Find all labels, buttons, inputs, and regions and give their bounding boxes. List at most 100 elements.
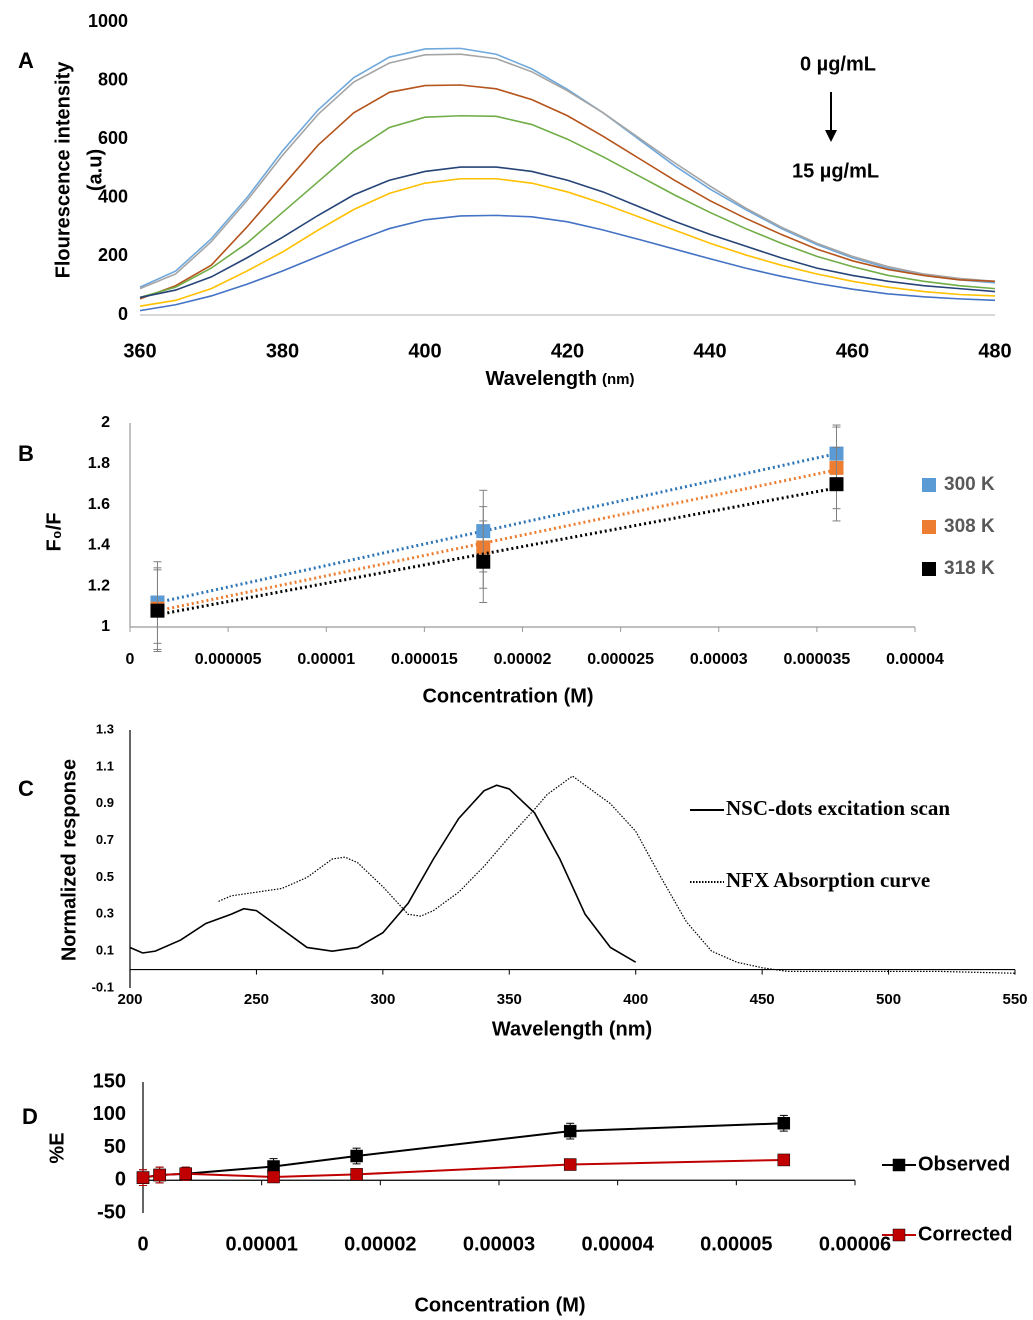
marker — [563, 1158, 577, 1171]
data-line — [139, 114, 996, 299]
legend-label: 300 K — [944, 474, 995, 495]
x-tick-label: 0.00003 — [690, 651, 748, 668]
data-line — [139, 53, 996, 290]
data-line — [218, 775, 1016, 974]
x-tick-label: 350 — [497, 991, 522, 1008]
x-tick-label: 0.00002 — [494, 651, 552, 668]
marker — [179, 1167, 192, 1180]
y-tick-label: 0.1 — [96, 943, 114, 958]
x-axis-label: Concentration (M) — [414, 1294, 585, 1316]
x-tick-label: 250 — [244, 991, 269, 1008]
x-tick-label: 200 — [117, 991, 142, 1008]
y-tick-label: 0 — [115, 1169, 126, 1191]
marker — [476, 554, 491, 569]
y-tick-label: 50 — [104, 1136, 126, 1158]
marker — [563, 1124, 577, 1138]
data-line — [139, 84, 996, 300]
marker — [136, 1171, 150, 1184]
x-tick-label: 0.00004 — [582, 1233, 655, 1255]
y-tick-label: 100 — [93, 1103, 126, 1125]
x-tick-label: 450 — [750, 991, 775, 1008]
x-tick-label: 500 — [876, 991, 901, 1008]
y-tick-label: 1 — [101, 618, 110, 635]
x-tick-label: 0.00001 — [297, 651, 355, 668]
y-tick-label: -50 — [97, 1201, 126, 1223]
y-axis-label: Flourescence intensity — [52, 61, 74, 279]
marker — [150, 603, 165, 618]
y-tick-label: 1.2 — [88, 577, 110, 594]
x-tick-label: 400 — [408, 340, 441, 362]
y-tick-label: 800 — [98, 69, 128, 89]
x-tick-label: 550 — [1002, 991, 1027, 1008]
x-axis-label-text: Wavelength — [486, 368, 598, 390]
y-tick-label: 0.7 — [96, 832, 114, 847]
trendline — [157, 486, 837, 617]
y-tick-label: 0 — [118, 304, 128, 324]
x-axis-label-unit: (nm) — [602, 371, 635, 388]
legend-label: NFX Absorption curve — [726, 868, 930, 892]
x-tick-label: 0.000015 — [391, 651, 458, 668]
legend-marker — [892, 1228, 906, 1242]
marker — [777, 1117, 791, 1130]
legend-label: Observed — [918, 1153, 1010, 1175]
data-line — [139, 214, 996, 312]
y-tick-label: 0.9 — [96, 795, 114, 810]
panel-label: B — [18, 441, 34, 466]
legend-marker — [892, 1158, 906, 1172]
y-tick-label: 1.1 — [96, 758, 114, 773]
legend-label: Corrected — [918, 1223, 1012, 1245]
x-axis-label: Concentration (M) — [422, 685, 593, 707]
data-line — [139, 166, 996, 299]
marker — [153, 1168, 166, 1182]
y-tick-label: 0.5 — [96, 869, 114, 884]
x-tick-label: 400 — [623, 991, 648, 1008]
panel-label: C — [18, 776, 34, 801]
x-tick-label: 0.00004 — [886, 651, 944, 668]
y-tick-label: 1.3 — [96, 721, 114, 736]
y-tick-label: 1000 — [88, 11, 128, 31]
legend-swatch — [922, 478, 936, 492]
x-tick-label: 0.00006 — [819, 1233, 891, 1255]
data-line — [139, 47, 996, 288]
x-axis-label: Wavelength (nm) — [492, 1018, 652, 1040]
x-tick-label: 440 — [693, 340, 726, 362]
legend-label: 308 K — [944, 516, 995, 537]
x-tick-label: 0.000005 — [195, 651, 262, 668]
y-axis-label: %E — [46, 1132, 68, 1163]
legend-swatch — [922, 562, 936, 576]
y-tick-label: 600 — [98, 128, 128, 148]
panel-label: D — [22, 1104, 38, 1129]
y-tick-label: 200 — [98, 245, 128, 265]
x-tick-label: 0.000035 — [784, 651, 851, 668]
legend-label: 318 K — [944, 558, 995, 579]
panel-label: A — [18, 48, 34, 73]
x-tick-label: 420 — [551, 340, 584, 362]
x-tick-label: 380 — [266, 340, 299, 362]
y-tick-label: 1.6 — [88, 496, 110, 513]
data-line — [129, 784, 637, 963]
y-tick-label: 1.8 — [88, 455, 110, 472]
marker — [350, 1168, 363, 1181]
x-tick-label: 0.00001 — [226, 1233, 298, 1255]
marker — [777, 1153, 791, 1167]
marker — [267, 1160, 280, 1173]
data-line — [139, 177, 996, 307]
x-axis-label: Wavelength (nm) — [486, 368, 635, 390]
trendline — [157, 468, 837, 613]
annotation: 0 µg/mL — [800, 53, 876, 75]
y-tick-label: 2 — [101, 414, 110, 431]
y-tick-label: 1.4 — [88, 537, 110, 554]
x-tick-label: 0 — [137, 1233, 148, 1255]
x-tick-label: 0.00005 — [700, 1233, 772, 1255]
marker — [829, 477, 844, 492]
x-tick-label: 300 — [370, 991, 395, 1008]
x-tick-label: 0 — [126, 651, 135, 668]
x-tick-label: 0.000025 — [587, 651, 654, 668]
marker — [350, 1149, 363, 1163]
y-tick-label: 400 — [98, 187, 128, 207]
y-tick-label: -0.1 — [92, 979, 114, 994]
y-tick-label: 0.3 — [96, 906, 114, 921]
x-tick-label: 480 — [978, 340, 1011, 362]
x-tick-label: 460 — [836, 340, 869, 362]
